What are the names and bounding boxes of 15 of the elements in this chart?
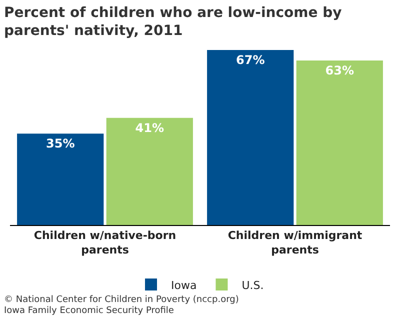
data-label: 35%	[46, 136, 75, 151]
x-tick-label: Children w/immigrant parents	[228, 229, 362, 256]
legend-label: Iowa	[171, 278, 197, 292]
x-tick-label: Children w/native-born parents	[34, 229, 176, 256]
text: Iowa Family Economic Security Profile	[4, 306, 174, 316]
text: © National Center for Children in Poverty (nccp.org)	[4, 295, 239, 305]
data-label: 63%	[325, 63, 354, 78]
bar	[106, 118, 193, 225]
bar	[17, 134, 104, 225]
legend-label: U.S.	[242, 278, 264, 292]
bar	[296, 60, 383, 225]
bar	[207, 50, 294, 225]
data-label: 41%	[135, 120, 164, 135]
chart-title: Percent of children who are low-income by parents' nativity, 2011	[4, 4, 342, 39]
data-label: 67%	[236, 53, 265, 67]
